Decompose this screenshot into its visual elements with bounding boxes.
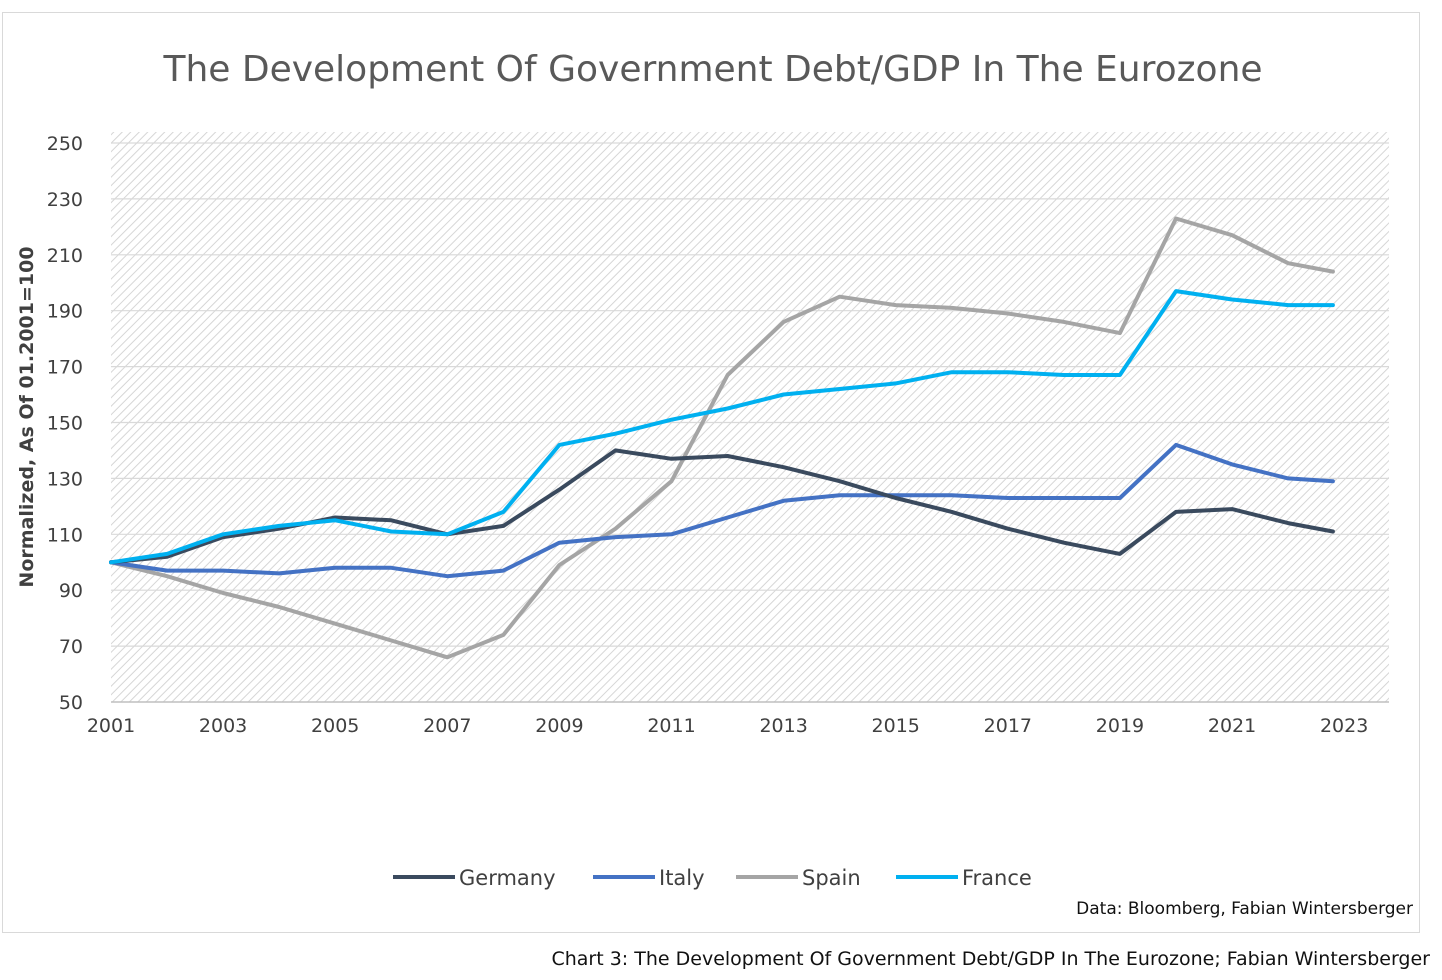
x-tick-label: 2021 [1208, 715, 1256, 737]
y-tick-label: 150 [47, 413, 83, 435]
series-lines [109, 216, 1335, 660]
plot-area [111, 132, 1389, 702]
x-tick-label: 2023 [1320, 715, 1368, 737]
x-tick-label: 2017 [984, 715, 1032, 737]
x-tick-label: 2015 [872, 715, 920, 737]
x-tick-label: 2001 [87, 715, 135, 737]
source-note: Data: Bloomberg, Fabian Wintersberger [1076, 899, 1413, 919]
x-tick-label: 2013 [759, 715, 807, 737]
y-tick-label: 170 [47, 357, 83, 379]
x-tick-label: 2003 [199, 715, 247, 737]
y-tick-label: 50 [59, 692, 83, 714]
line-chart: The Development Of Government Debt/GDP I… [16, 49, 1413, 919]
figure-caption: Chart 3: The Development Of Government D… [551, 948, 1430, 970]
legend: Germany Italy Spain France [393, 866, 1032, 890]
y-tick-label: 110 [47, 524, 83, 546]
x-tick-label: 2005 [311, 715, 359, 737]
x-tick-label: 2009 [535, 715, 583, 737]
y-tick-label: 70 [59, 636, 83, 658]
series-line-france [109, 289, 1335, 565]
legend-label-spain: Spain [802, 866, 861, 890]
y-axis-label: Normalized, As Of 01.2001=100 [16, 246, 38, 587]
legend-label-italy: Italy [659, 866, 705, 890]
x-tick-label: 2019 [1096, 715, 1144, 737]
y-tick-label: 250 [47, 133, 83, 155]
chart-frame: The Development Of Government Debt/GDP I… [2, 12, 1420, 933]
grid-lines [111, 142, 1389, 647]
series-line-italy [109, 442, 1335, 579]
chart-title: The Development Of Government Debt/GDP I… [162, 49, 1262, 90]
x-axis-ticks: 2001 2003 2005 2007 2009 2011 2013 2015 2017 2019… [87, 715, 1369, 737]
y-tick-label: 130 [47, 468, 83, 490]
x-tick-label: 2007 [423, 715, 471, 737]
y-tick-label: 210 [47, 245, 83, 267]
y-axis-ticks: 50 70 90 110 130 150 170 190 210 230 250 [47, 133, 83, 714]
y-tick-label: 190 [47, 301, 83, 323]
legend-label-france: France [962, 866, 1032, 890]
legend-label-germany: Germany [459, 866, 556, 890]
series-line-spain [109, 216, 1335, 660]
x-tick-label: 2011 [647, 715, 695, 737]
y-tick-label: 230 [47, 189, 83, 211]
y-tick-label: 90 [59, 580, 83, 602]
